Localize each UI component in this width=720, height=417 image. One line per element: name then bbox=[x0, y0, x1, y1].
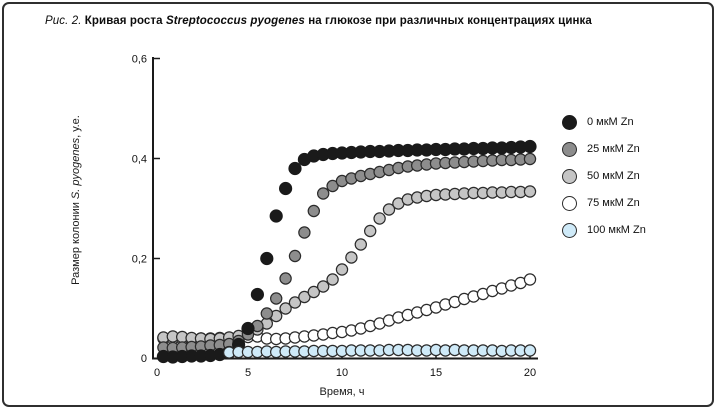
y-axis-label-units: , у.е. bbox=[70, 115, 82, 138]
legend-label: 0 мкМ Zn bbox=[587, 116, 634, 128]
figure-number: Рис. 2. bbox=[45, 15, 82, 27]
y-tick-label: 0,2 bbox=[132, 254, 147, 266]
data-point bbox=[523, 273, 537, 286]
data-point bbox=[354, 238, 367, 251]
legend-label: 50 мкМ Zn bbox=[587, 170, 640, 182]
figure-title: Рис. 2. Кривая роста Streptococcus pyoge… bbox=[45, 15, 592, 27]
data-point bbox=[317, 280, 330, 293]
y-tick-label: 0,6 bbox=[132, 54, 147, 66]
legend-swatch bbox=[562, 141, 577, 157]
y-axis-label: Размер колонии S. pyogenes, у.е. bbox=[70, 115, 82, 285]
title-text-2: на глюкозе при различных концентрациях ц… bbox=[304, 15, 592, 27]
data-point bbox=[317, 187, 330, 200]
data-point bbox=[288, 249, 302, 263]
growth-curve-chart: 0 0,2 0,4 0,6 0 5 10 15 20 bbox=[132, 54, 538, 379]
data-point bbox=[326, 273, 339, 286]
title-species: Streptococcus pyogenes bbox=[165, 15, 305, 27]
y-axis-label-text: Размер колонии bbox=[70, 199, 82, 285]
legend-item-zn-25: 25 мкМ Zn bbox=[562, 141, 646, 157]
data-point bbox=[307, 204, 320, 218]
legend-label: 75 мкМ Zn bbox=[587, 197, 640, 209]
legend-swatch bbox=[562, 168, 577, 184]
data-point bbox=[335, 263, 349, 276]
y-tick-label: 0 bbox=[141, 353, 147, 365]
x-tick-label: 20 bbox=[524, 367, 536, 379]
data-point bbox=[260, 307, 273, 320]
data-point bbox=[345, 251, 358, 264]
data-point bbox=[279, 181, 293, 196]
series-zn-25 bbox=[157, 152, 537, 355]
legend: 0 мкМ Zn 25 мкМ Zn 50 мкМ Zn 75 мкМ Zn 100 м… bbox=[562, 114, 646, 238]
y-tick-label: 0,4 bbox=[132, 154, 147, 166]
data-point bbox=[373, 212, 386, 225]
data-point bbox=[523, 185, 537, 198]
x-tick-label: 5 bbox=[245, 367, 251, 379]
series-zn-100 bbox=[222, 343, 537, 359]
data-point bbox=[250, 287, 264, 302]
legend-swatch bbox=[562, 114, 577, 130]
data-point bbox=[307, 285, 320, 299]
legend-swatch bbox=[562, 222, 577, 238]
legend-item-zn-50: 50 мкМ Zn bbox=[562, 168, 646, 184]
x-axis-label: Время, ч bbox=[319, 386, 365, 398]
legend-swatch bbox=[562, 195, 577, 211]
title-text-1: Кривая роста bbox=[81, 15, 166, 27]
data-point bbox=[523, 139, 537, 154]
data-point bbox=[269, 209, 283, 223]
data-point bbox=[288, 161, 302, 176]
legend-label: 25 мкМ Zn bbox=[587, 143, 640, 155]
series-zn-75 bbox=[157, 273, 537, 346]
data-point bbox=[364, 224, 377, 238]
data-point bbox=[279, 302, 292, 315]
x-tick-label: 15 bbox=[430, 367, 442, 379]
legend-label: 100 мкМ Zn bbox=[587, 224, 646, 236]
x-tick-label: 10 bbox=[336, 367, 348, 379]
data-point bbox=[288, 296, 302, 309]
data-point bbox=[298, 226, 311, 239]
data-point bbox=[382, 203, 396, 216]
x-tick-label: 0 bbox=[154, 367, 160, 379]
data-point bbox=[326, 179, 339, 193]
series-zn-50 bbox=[157, 185, 537, 346]
data-point bbox=[279, 272, 292, 285]
legend-item-zn-75: 75 мкМ Zn bbox=[562, 195, 646, 211]
legend-item-zn-0: 0 мкМ Zn bbox=[562, 114, 646, 130]
data-point bbox=[298, 290, 311, 304]
y-axis-label-species: S. pyogenes bbox=[70, 137, 82, 200]
data-point bbox=[523, 152, 537, 166]
figure-card: Рис. 2. Кривая роста Streptococcus pyoge… bbox=[2, 2, 714, 407]
data-point bbox=[241, 321, 255, 336]
series-zn-0 bbox=[156, 139, 537, 364]
data-point bbox=[260, 251, 274, 266]
legend-item-zn-100: 100 мкМ Zn bbox=[562, 222, 646, 238]
data-point bbox=[523, 344, 537, 357]
data-point bbox=[270, 292, 283, 305]
